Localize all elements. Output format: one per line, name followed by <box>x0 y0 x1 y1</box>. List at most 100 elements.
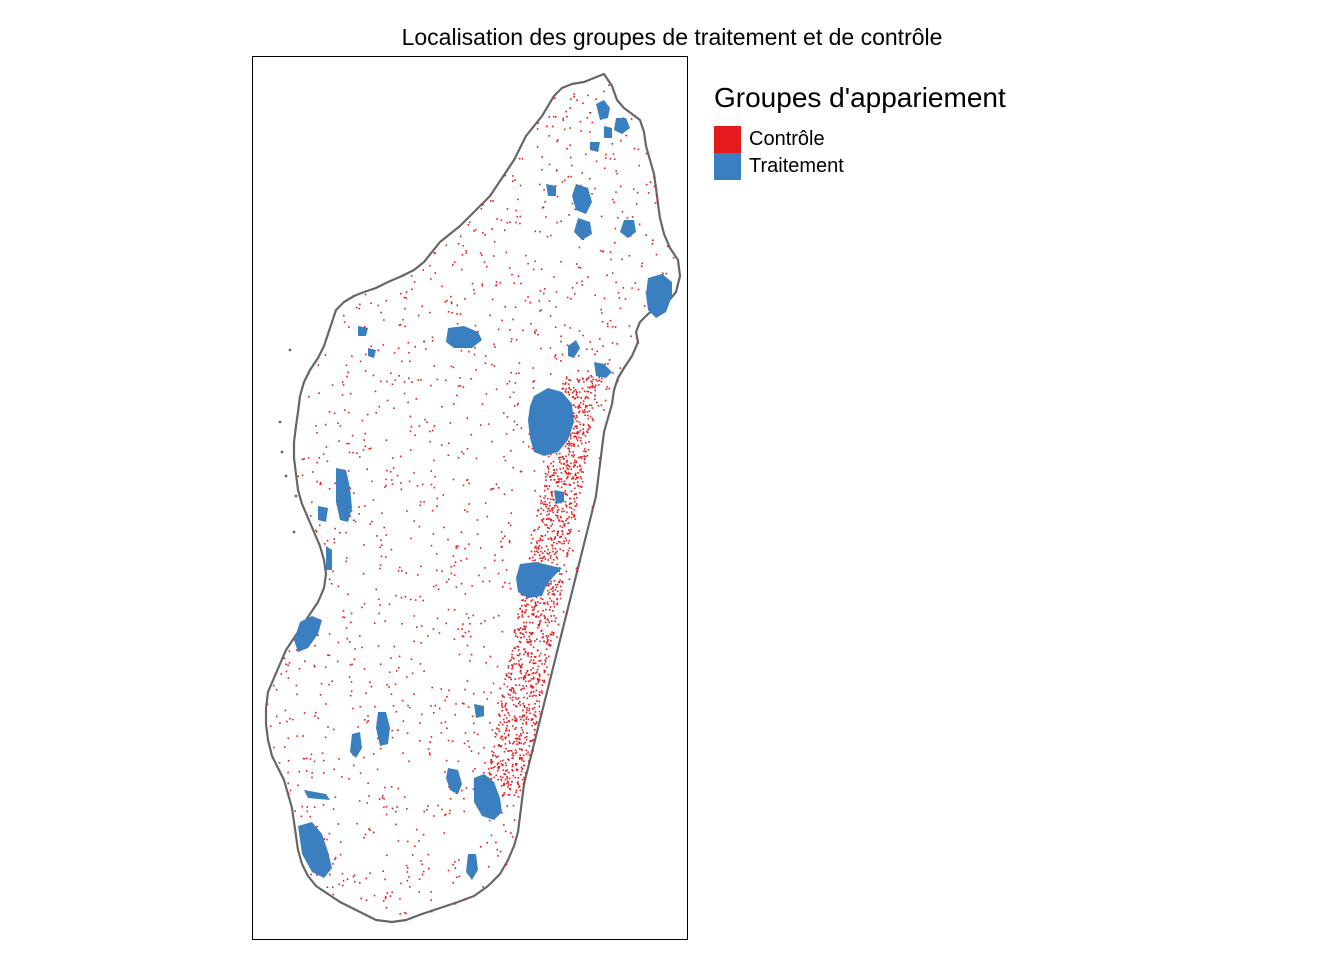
control-point <box>492 255 495 257</box>
control-point <box>301 458 304 461</box>
control-point <box>373 622 376 624</box>
control-point <box>327 654 329 656</box>
control-point <box>552 507 555 509</box>
control-point <box>405 291 408 293</box>
control-point <box>653 185 656 188</box>
control-point <box>544 503 546 506</box>
legend-item-traitement: Traitement <box>714 153 1006 180</box>
control-point <box>538 540 540 542</box>
control-point <box>545 634 548 637</box>
control-point <box>565 570 568 573</box>
control-point <box>500 763 503 765</box>
control-point <box>416 828 418 831</box>
control-point <box>553 474 555 476</box>
control-point <box>410 425 413 428</box>
control-point <box>519 653 521 655</box>
control-point <box>515 789 518 792</box>
control-point <box>503 732 506 735</box>
control-point <box>510 678 512 681</box>
control-point <box>405 864 408 867</box>
control-point <box>332 886 334 889</box>
control-point <box>532 749 534 752</box>
control-point <box>552 511 554 514</box>
control-point <box>528 745 531 747</box>
control-point <box>287 664 289 667</box>
control-point <box>515 763 517 765</box>
control-point <box>565 472 567 474</box>
control-point <box>542 509 545 512</box>
control-point <box>535 547 538 550</box>
control-point <box>484 567 486 569</box>
control-point <box>542 636 544 638</box>
control-point <box>574 478 577 480</box>
control-point <box>581 172 584 174</box>
control-point <box>456 322 459 325</box>
control-point <box>319 694 322 696</box>
control-point <box>436 497 439 500</box>
control-point <box>311 776 313 779</box>
control-point <box>512 691 515 694</box>
control-point <box>518 663 520 665</box>
control-point <box>573 454 575 456</box>
treatment-area <box>294 616 322 652</box>
control-point <box>617 216 619 219</box>
control-point <box>539 183 541 186</box>
control-point <box>587 94 589 97</box>
control-point <box>489 773 491 775</box>
control-point <box>544 523 546 526</box>
control-point <box>637 342 639 344</box>
control-point <box>522 702 524 705</box>
control-point <box>544 534 547 537</box>
control-point <box>546 514 548 516</box>
control-point <box>513 819 516 821</box>
control-point <box>493 343 495 345</box>
control-point <box>313 666 316 668</box>
control-point <box>553 479 556 481</box>
control-point <box>413 615 416 617</box>
control-point <box>530 740 532 742</box>
control-point <box>520 733 522 735</box>
control-point <box>564 445 567 448</box>
control-point <box>571 202 574 205</box>
control-point <box>535 689 538 692</box>
control-point <box>538 679 541 681</box>
control-point <box>541 636 544 639</box>
control-point <box>549 475 552 478</box>
control-point <box>354 880 356 883</box>
control-point <box>566 467 568 469</box>
control-point <box>537 681 540 684</box>
control-point <box>503 794 505 796</box>
control-point <box>428 752 431 754</box>
control-point <box>422 269 424 271</box>
control-point <box>562 467 565 469</box>
control-point <box>547 589 549 592</box>
control-point <box>531 537 534 540</box>
control-point <box>545 657 548 659</box>
control-point <box>652 239 654 241</box>
control-point <box>401 699 404 702</box>
control-point <box>552 465 555 467</box>
control-point <box>495 281 498 283</box>
control-point <box>566 532 568 535</box>
control-point <box>273 746 275 749</box>
control-point <box>579 423 582 426</box>
control-point <box>519 608 521 610</box>
control-point <box>425 348 427 350</box>
control-point <box>507 750 509 752</box>
control-point <box>372 499 375 501</box>
control-point <box>608 359 611 361</box>
control-point <box>567 464 570 467</box>
control-point <box>485 662 487 664</box>
control-point <box>369 523 371 525</box>
control-point <box>511 338 513 340</box>
control-point <box>522 743 525 745</box>
control-point <box>577 369 579 372</box>
control-point <box>568 578 571 581</box>
control-point <box>508 771 510 774</box>
control-point <box>532 686 535 688</box>
legend-item-controle: Contrôle <box>714 126 1006 153</box>
control-point <box>458 859 460 861</box>
control-point <box>581 280 583 283</box>
control-point <box>586 377 588 380</box>
control-point <box>380 380 382 383</box>
